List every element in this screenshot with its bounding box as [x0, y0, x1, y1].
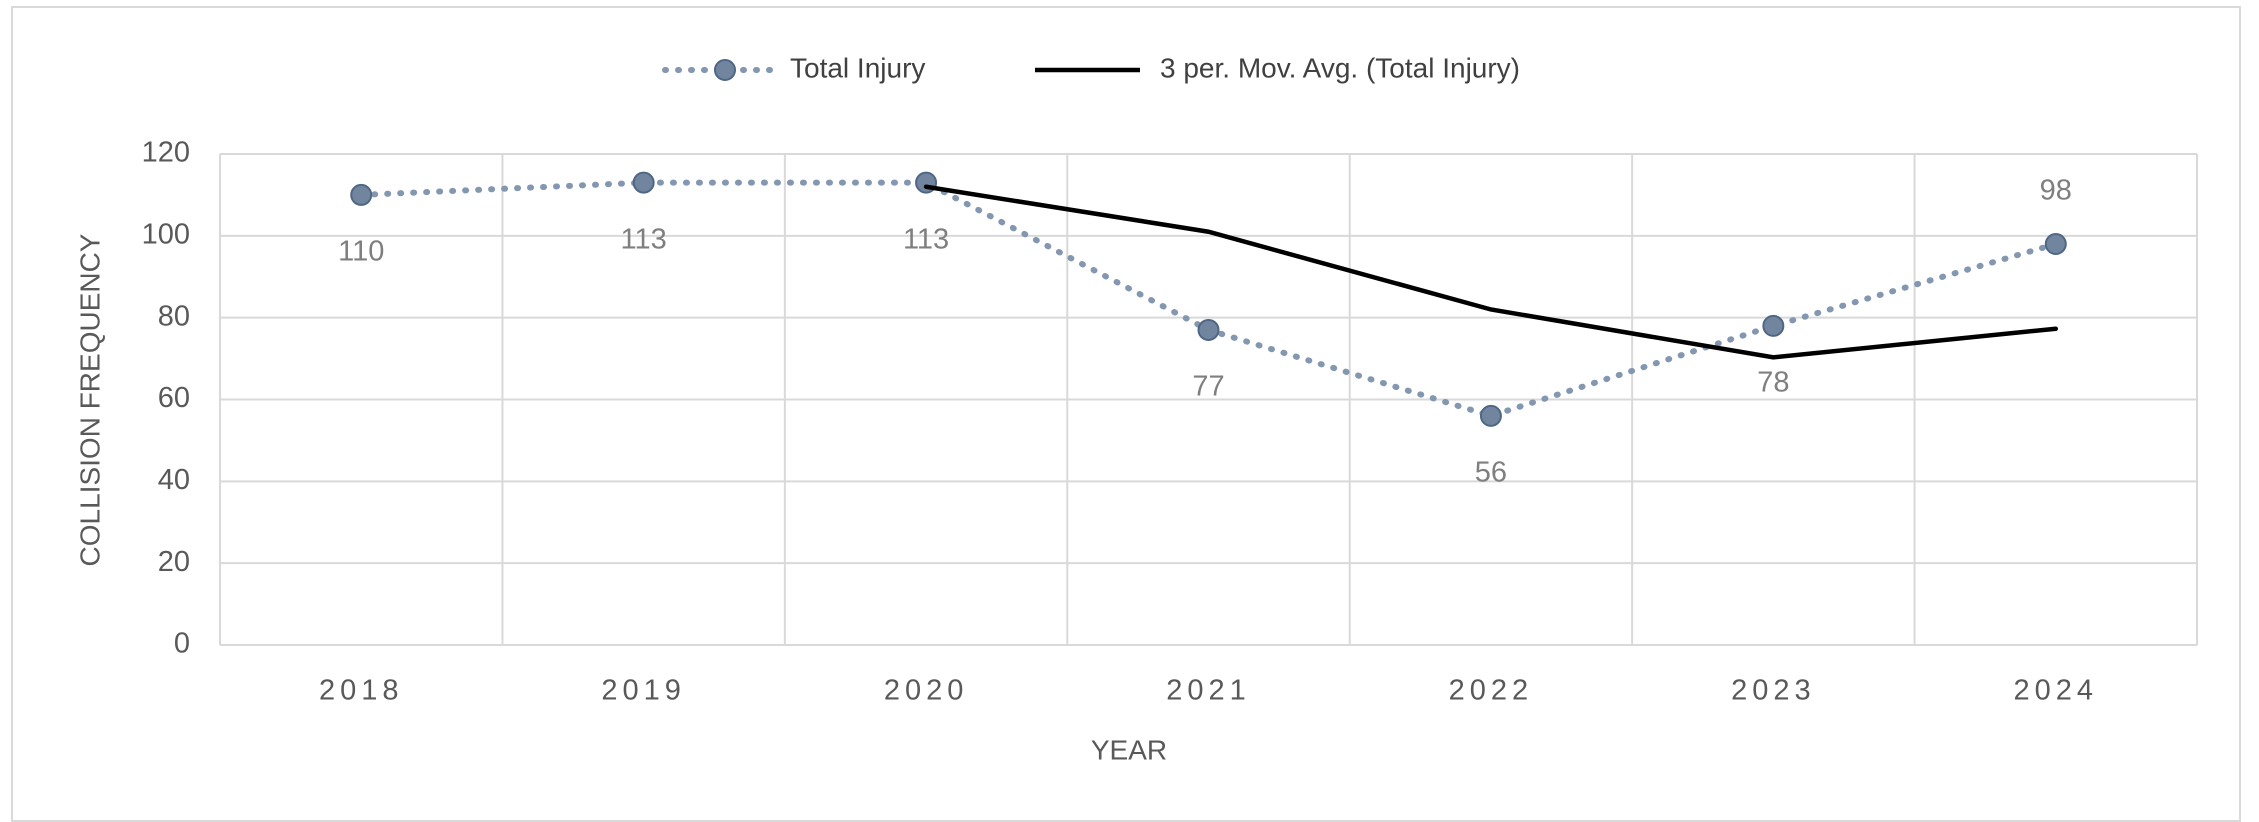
y-tick-label: 60 — [158, 382, 190, 414]
y-tick-label: 40 — [158, 464, 190, 496]
data-point — [1197, 318, 1220, 341]
x-tick-label: 2019 — [601, 675, 686, 707]
y-tick-label: 120 — [142, 137, 190, 169]
x-tick-label: 2021 — [1166, 675, 1251, 707]
x-tick-label: 2018 — [319, 675, 404, 707]
x-tick-label: 2022 — [1449, 675, 1534, 707]
y-tick-label: 80 — [158, 300, 190, 332]
x-axis-label: YEAR — [1091, 734, 1167, 765]
x-tick-label: 2020 — [884, 675, 969, 707]
data-label: 113 — [903, 223, 949, 255]
legend-marker — [714, 59, 736, 81]
data-label: 78 — [1757, 367, 1789, 399]
data-point — [2044, 233, 2067, 256]
y-tick-label: 20 — [158, 546, 190, 578]
legend-label: Total Injury — [790, 52, 925, 83]
data-label: 113 — [621, 223, 667, 255]
data-label: 110 — [338, 236, 384, 268]
moving-average-line — [923, 184, 2059, 360]
x-tick-label: 2023 — [1731, 675, 1816, 707]
data-point — [1479, 404, 1502, 427]
y-tick-label: 0 — [174, 628, 190, 660]
data-label: 98 — [2040, 175, 2072, 207]
legend-label: 3 per. Mov. Avg. (Total Injury) — [1160, 52, 1520, 83]
chart-frame — [11, 6, 2241, 822]
y-axis-label: COLLISION FREQUENCY — [74, 233, 105, 566]
data-point — [350, 183, 373, 206]
data-point — [1762, 314, 1785, 337]
x-tick-label: 2024 — [2014, 675, 2099, 707]
data-point — [632, 171, 655, 194]
y-tick-label: 100 — [142, 218, 190, 250]
data-label: 77 — [1192, 371, 1224, 403]
data-label: 56 — [1475, 457, 1507, 489]
